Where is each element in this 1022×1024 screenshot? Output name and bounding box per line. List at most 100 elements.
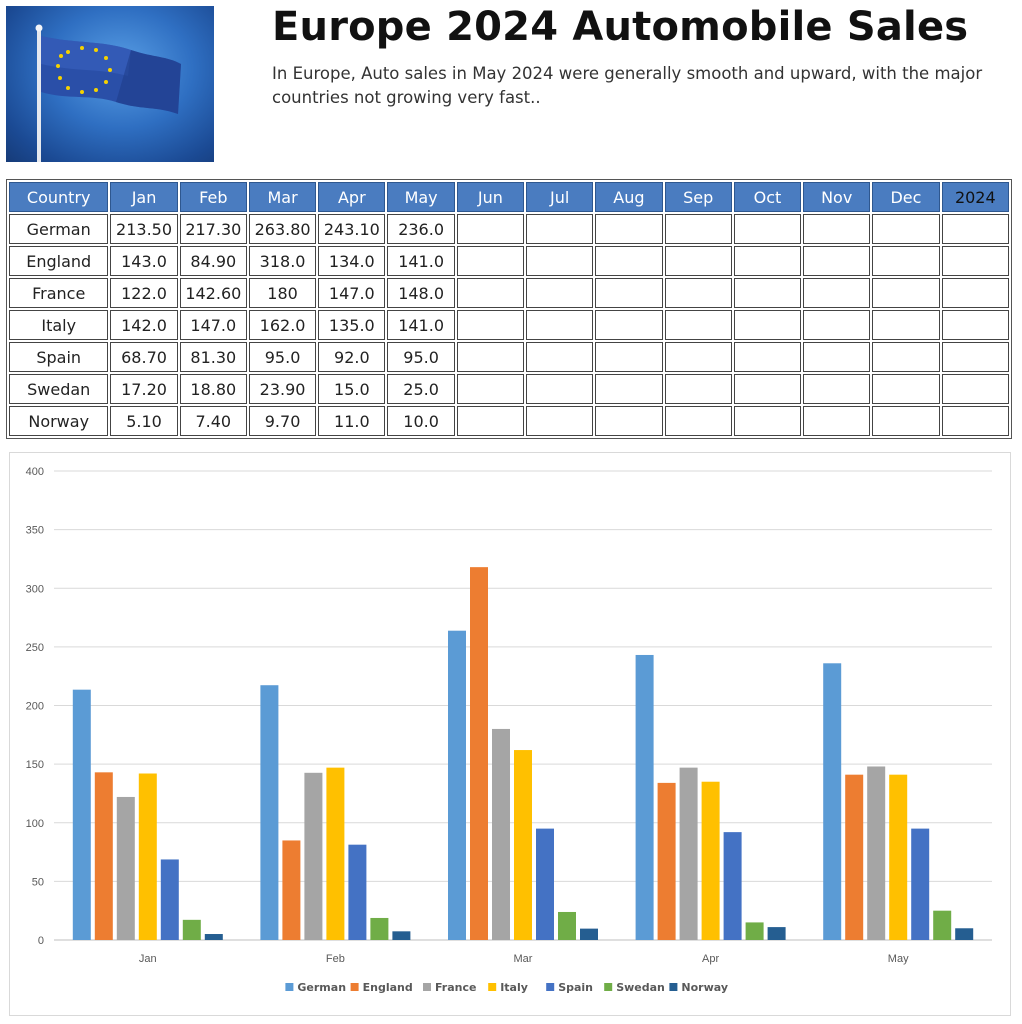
y-tick-label: 50 (32, 876, 44, 888)
bar-norway-mar (580, 928, 598, 940)
table-cell (733, 214, 802, 244)
table-cell (941, 406, 1009, 436)
country-cell: Spain (9, 342, 109, 372)
table-cell (941, 342, 1009, 372)
table-cell (595, 374, 663, 404)
legend-swatch (546, 983, 555, 991)
table-cell (526, 374, 594, 404)
table-cell (664, 246, 732, 276)
legend-item-norway: Norway (669, 981, 728, 994)
legend-label: England (363, 981, 413, 994)
table-cell (872, 374, 940, 404)
bar-norway-apr (767, 927, 786, 940)
bar-german-may (823, 663, 842, 940)
table-cell (803, 278, 871, 308)
table-cell: 134.0 (318, 246, 386, 276)
table-cell: 17.20 (110, 374, 178, 404)
table-cell: 11.0 (318, 406, 386, 436)
bar-swedan-apr (745, 922, 764, 940)
table-cell: 143.0 (110, 246, 178, 276)
table-cell (733, 278, 802, 308)
table-cell (941, 214, 1009, 244)
table-cell (595, 246, 663, 276)
bar-spain-feb (348, 844, 367, 940)
bar-france-may (867, 766, 886, 940)
page-title: Europe 2024 Automobile Sales (272, 4, 969, 50)
table-row: England 143.0 84.90 318.0 134.0 141.0 (9, 246, 1009, 276)
bar-norway-jan (204, 934, 223, 940)
country-cell: England (9, 246, 109, 276)
table-cell: 7.40 (179, 406, 247, 436)
table-cell: 10.0 (387, 406, 455, 436)
x-axis-category-labels: Jan Feb Mar Apr May (139, 953, 909, 965)
table-cell (733, 342, 802, 372)
table-cell (941, 278, 1009, 308)
table-row: Spain 68.70 81.30 95.0 92.0 95.0 (9, 342, 1009, 372)
table-cell (941, 374, 1009, 404)
table-cell (664, 374, 732, 404)
table-cell: 9.70 (248, 406, 317, 436)
table-header-row: Country Jan Feb Mar Apr May Jun Jul Aug Sep Oct Nov… (9, 182, 1009, 212)
y-axis-tick-labels: 0 50 100 150 200 250 300 350 400 (26, 466, 44, 947)
table-cell (664, 278, 732, 308)
bar-italy-feb (326, 767, 345, 940)
column-header-apr: Apr (318, 182, 386, 212)
legend-label: German (297, 981, 346, 994)
table-cell (595, 342, 663, 372)
table-cell (872, 406, 940, 436)
bar-norway-may (955, 928, 974, 940)
legend-item-italy: Italy (488, 981, 528, 994)
table-cell (456, 310, 524, 340)
column-header-jul: Jul (526, 182, 594, 212)
bar-spain-may (911, 828, 930, 940)
table-cell (595, 278, 663, 308)
table-cell: 23.90 (248, 374, 317, 404)
bar-italy-may (889, 774, 908, 940)
table-cell (803, 342, 871, 372)
column-header-aug: Aug (595, 182, 663, 212)
table-cell (872, 342, 940, 372)
table-cell (941, 310, 1009, 340)
bar-england-mar (470, 567, 488, 940)
table-cell: 5.10 (110, 406, 178, 436)
column-header-oct: Oct (733, 182, 802, 212)
table-cell: 263.80 (248, 214, 317, 244)
table-cell: 180 (248, 278, 317, 308)
table-cell: 217.30 (179, 214, 247, 244)
table-cell (456, 406, 524, 436)
table-cell: 81.30 (179, 342, 247, 372)
table-cell: 92.0 (318, 342, 386, 372)
bar-france-apr (679, 767, 698, 940)
table-cell: 243.10 (318, 214, 386, 244)
page-subtitle: In Europe, Auto sales in May 2024 were g… (272, 64, 983, 107)
column-header-jan: Jan (110, 182, 178, 212)
legend-item-spain: Spain (546, 981, 593, 994)
table-cell (595, 406, 663, 436)
gridlines (54, 470, 992, 941)
legend-swatch (604, 983, 613, 991)
table-cell: 122.0 (110, 278, 178, 308)
bars (72, 567, 974, 940)
table-cell (595, 310, 663, 340)
bar-german-mar (448, 630, 466, 940)
table-cell: 84.90 (179, 246, 247, 276)
table-cell (456, 342, 524, 372)
table-cell (872, 310, 940, 340)
column-header-nov: Nov (803, 182, 871, 212)
table-cell: 15.0 (318, 374, 386, 404)
table-cell (595, 214, 663, 244)
bar-norway-feb (392, 931, 411, 940)
legend-swatch (285, 983, 294, 991)
table-cell (456, 278, 524, 308)
table-cell (803, 406, 871, 436)
table-cell (872, 278, 940, 308)
legend-item-swedan: Swedan (604, 981, 665, 994)
column-header-jun: Jun (456, 182, 524, 212)
legend-swatch (350, 983, 359, 991)
country-cell: Swedan (9, 374, 109, 404)
table-cell: 95.0 (387, 342, 455, 372)
x-category-label: Mar (514, 953, 533, 965)
table-cell (456, 246, 524, 276)
bar-england-jan (94, 772, 113, 940)
table-cell (526, 406, 594, 436)
